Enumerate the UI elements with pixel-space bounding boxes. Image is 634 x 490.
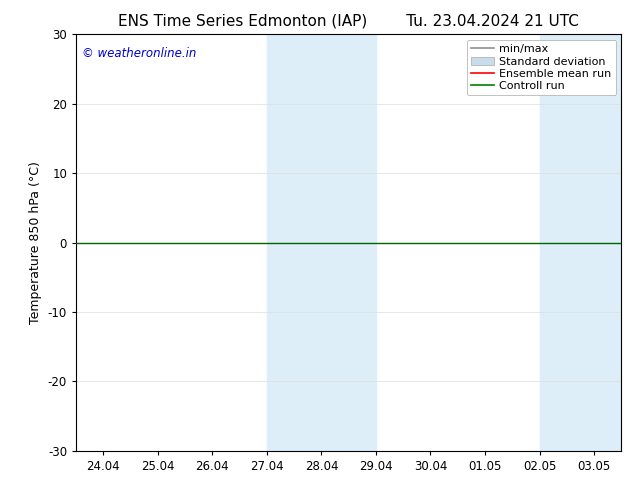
Legend: min/max, Standard deviation, Ensemble mean run, Controll run: min/max, Standard deviation, Ensemble me…	[467, 40, 616, 96]
Text: © weatheronline.in: © weatheronline.in	[82, 47, 196, 60]
Y-axis label: Temperature 850 hPa (°C): Temperature 850 hPa (°C)	[29, 161, 42, 324]
Title: ENS Time Series Edmonton (IAP)        Tu. 23.04.2024 21 UTC: ENS Time Series Edmonton (IAP) Tu. 23.04…	[119, 14, 579, 29]
Bar	[540, 34, 621, 451]
Bar	[267, 34, 376, 451]
